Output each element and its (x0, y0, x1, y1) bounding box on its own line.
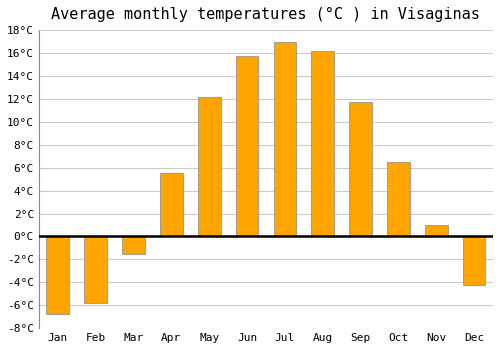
Bar (387, 162, 410, 237)
Bar (198, 97, 220, 237)
Bar (84, 237, 107, 303)
Title: Average monthly temperatures (°C ) in Visaginas: Average monthly temperatures (°C ) in Vi… (52, 7, 480, 22)
Bar (46, 237, 69, 314)
Bar (122, 237, 145, 254)
Bar (160, 173, 182, 237)
Bar (463, 237, 485, 285)
Bar (312, 51, 334, 237)
Bar (349, 102, 372, 237)
Bar (274, 42, 296, 237)
Bar (236, 56, 258, 237)
Bar (425, 225, 448, 237)
